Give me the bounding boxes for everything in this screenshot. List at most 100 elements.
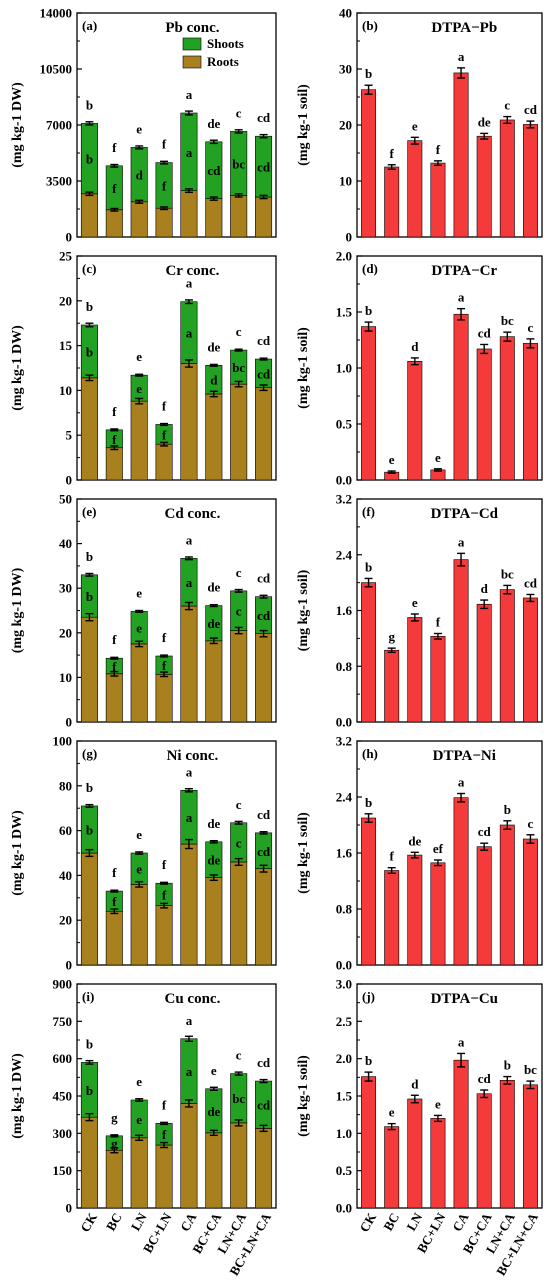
y-axis-label: (mg kg-1 soil) xyxy=(296,327,311,409)
significance-letter-roots: de xyxy=(207,1104,220,1119)
bar-roots-LN xyxy=(130,201,148,238)
bar-roots-BC+LN+CA xyxy=(255,633,273,723)
significance-letter-shoots: a xyxy=(186,532,193,547)
significance-letter: de xyxy=(478,114,491,129)
significance-letter: b xyxy=(365,795,372,810)
y-tick-label: 40 xyxy=(59,536,72,551)
category-label-LN: LN xyxy=(403,1210,425,1234)
bar-dtpa-BC+LN+CA xyxy=(522,124,538,238)
significance-letter-shoots: cd xyxy=(257,571,271,586)
significance-letter-roots: f xyxy=(112,659,117,674)
panel-title: DTPA−Cr xyxy=(431,263,497,279)
significance-letter: de xyxy=(408,833,421,848)
bar-dtpa-LN xyxy=(407,140,423,238)
y-tick-label: 10500 xyxy=(40,62,73,77)
significance-letter: a xyxy=(458,1034,465,1049)
bar-dtpa-CA xyxy=(453,559,469,723)
y-tick-label: 20 xyxy=(59,913,72,928)
y-tick-label: 300 xyxy=(53,1126,73,1141)
significance-letter-shoots: e xyxy=(211,1063,217,1078)
significance-letter: a xyxy=(458,49,465,64)
significance-letter-roots: d xyxy=(136,168,144,183)
significance-letter-roots: g xyxy=(111,1136,118,1151)
significance-letter-shoots: a xyxy=(186,87,193,102)
significance-letter-shoots: f xyxy=(162,137,167,152)
bar-roots-CK xyxy=(80,377,98,481)
significance-letter-shoots: b xyxy=(86,549,93,564)
bar-roots-LN+CA xyxy=(230,195,248,238)
bar-dtpa-BC+CA xyxy=(476,135,492,238)
panel-label: (a) xyxy=(82,18,97,33)
significance-letter: e xyxy=(435,450,441,465)
legend-label-roots: Roots xyxy=(207,54,239,69)
significance-letter-roots: f xyxy=(162,658,167,673)
bar-roots-BC xyxy=(105,910,123,966)
significance-letter: bc xyxy=(501,566,514,581)
legend-swatch-shoots xyxy=(182,37,202,51)
y-axis-label: (mg kg-1 DW) xyxy=(10,325,25,411)
y-tick-label: 40 xyxy=(59,868,72,883)
bar-dtpa-CA xyxy=(453,72,469,238)
significance-letter-roots: b xyxy=(86,152,93,167)
bar-dtpa-BC+CA xyxy=(476,1093,492,1209)
y-tick-label: 0 xyxy=(346,230,353,245)
y-tick-label: 0.0 xyxy=(336,1201,352,1216)
category-label-CA: CA xyxy=(449,1210,472,1234)
y-tick-label: 3.0 xyxy=(336,977,352,992)
significance-letter: b xyxy=(365,303,372,318)
y-tick-label: 0.0 xyxy=(336,473,352,488)
significance-letter: c xyxy=(504,98,510,113)
bar-dtpa-CA xyxy=(453,313,469,481)
bar-roots-BC+LN xyxy=(155,443,173,481)
significance-letter-roots: cd xyxy=(257,608,271,623)
significance-letter-shoots: f xyxy=(162,398,167,413)
significance-letter: e xyxy=(389,1105,395,1120)
y-tick-label: 1.6 xyxy=(336,846,353,861)
y-axis-label: (mg kg-1 DW) xyxy=(10,567,25,653)
significance-letter: a xyxy=(458,775,465,790)
significance-letter: f xyxy=(390,146,395,161)
bar-roots-BC xyxy=(105,209,123,238)
panel-label: (h) xyxy=(362,746,378,761)
significance-letter: bc xyxy=(524,1062,537,1077)
panel-label: (c) xyxy=(82,261,96,276)
significance-letter-roots: cd xyxy=(257,1098,271,1113)
significance-letter-shoots: de xyxy=(207,580,220,595)
panel-title: Cr conc. xyxy=(165,263,219,279)
significance-letter-roots: a xyxy=(186,145,193,160)
bar-dtpa-LN+CA xyxy=(499,1080,515,1209)
significance-letter: b xyxy=(504,1058,511,1073)
significance-letter: d xyxy=(481,581,489,596)
y-axis-label: (mg kg-1 soil) xyxy=(296,84,311,166)
panel-label: (d) xyxy=(362,261,378,276)
significance-letter-shoots: de xyxy=(207,816,220,831)
panel-label: (f) xyxy=(362,504,375,519)
bar-dtpa-CK xyxy=(361,1076,377,1209)
significance-letter-roots: b xyxy=(86,822,93,837)
significance-letter: e xyxy=(435,1096,441,1111)
significance-letter-roots: bc xyxy=(232,360,245,375)
significance-letter: e xyxy=(412,595,418,610)
significance-letter-shoots: f xyxy=(112,404,117,419)
significance-letter-shoots: a xyxy=(186,276,193,291)
bar-roots-LN xyxy=(130,400,148,481)
y-tick-label: 0.5 xyxy=(336,417,353,432)
panel-title: Cu conc. xyxy=(164,991,220,1007)
y-tick-label: 40 xyxy=(339,6,352,21)
bar-roots-BC+LN+CA xyxy=(255,196,273,238)
panel-title: DTPA−Cu xyxy=(431,991,498,1007)
significance-letter-roots: f xyxy=(162,178,167,193)
bar-roots-BC+LN xyxy=(155,905,173,966)
panel-title: Ni conc. xyxy=(167,748,219,764)
significance-letter-shoots: b xyxy=(86,299,93,314)
y-tick-label: 60 xyxy=(59,823,72,838)
significance-letter: b xyxy=(365,1053,372,1068)
significance-letter-shoots: c xyxy=(236,105,242,120)
bar-roots-BC+CA xyxy=(205,393,223,481)
y-tick-label: 0.8 xyxy=(336,902,353,917)
significance-letter-shoots: f xyxy=(162,1097,167,1112)
significance-letter-roots: d xyxy=(210,373,218,388)
y-tick-label: 20 xyxy=(59,293,72,308)
bar-roots-LN xyxy=(130,884,148,966)
y-tick-label: 10 xyxy=(339,174,352,189)
